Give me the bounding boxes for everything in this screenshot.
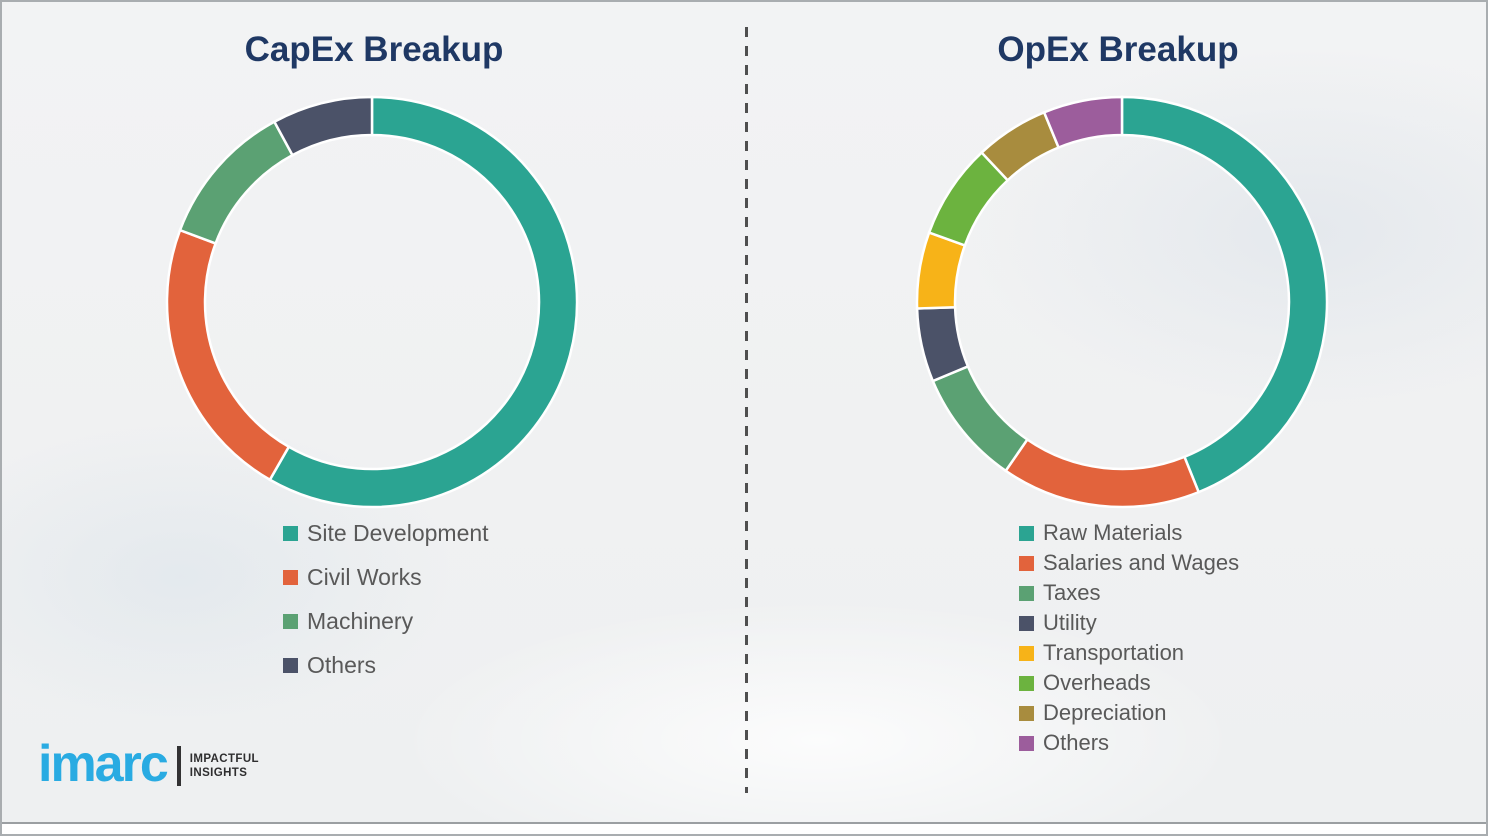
donut-segment-utility <box>915 305 970 383</box>
donut-segment-taxes <box>931 364 1030 473</box>
legend-swatch-icon <box>283 613 298 629</box>
legend-item: Depreciation <box>1019 698 1239 728</box>
legend-item: Overheads <box>1019 668 1239 698</box>
legend-label: Raw Materials <box>1043 520 1183 545</box>
donut-segment-raw-materials <box>1120 95 1329 494</box>
legend-label: Utility <box>1043 610 1097 635</box>
legend-swatch-icon <box>283 569 298 585</box>
legend-label: Others <box>307 651 377 678</box>
opex-donut-chart <box>915 95 1329 509</box>
legend-item: Transportation <box>1019 638 1239 668</box>
legend-item: Raw Materials <box>1019 518 1239 548</box>
legend-swatch-icon <box>1019 555 1034 571</box>
legend-item: Machinery <box>283 599 489 643</box>
donut-segment-salaries-and-wages <box>1003 437 1201 509</box>
opex-legend: Raw Materials Salaries and Wages Taxes Util… <box>1019 518 1239 758</box>
donut-segment-others <box>1042 95 1124 150</box>
legend-item: Taxes <box>1019 578 1239 608</box>
capex-donut-chart <box>165 95 579 509</box>
logo-tagline: IMPACTFUL INSIGHTS <box>190 752 259 781</box>
logo-tagline-line1: IMPACTFUL <box>189 752 259 765</box>
legend-item: Civil Works <box>283 555 489 599</box>
imarc-logo: imarc IMPACTFUL INSIGHTS <box>38 738 259 790</box>
donut-segment-civil-works <box>165 228 291 482</box>
donut-segment-others <box>272 95 374 157</box>
legend-swatch-icon <box>1019 645 1034 661</box>
capex-title: CapEx Breakup <box>244 30 504 69</box>
legend-label: Overheads <box>1043 670 1151 695</box>
legend-label: Salaries and Wages <box>1043 550 1240 575</box>
legend-item: Utility <box>1019 608 1239 638</box>
legend-item: Salaries and Wages <box>1019 548 1239 578</box>
legend-swatch-icon <box>283 525 298 541</box>
logo-separator-bar <box>176 746 181 786</box>
legend-swatch-icon <box>283 657 298 673</box>
legend-label: Machinery <box>307 607 414 634</box>
legend-label: Taxes <box>1043 580 1101 605</box>
legend-swatch-icon <box>1019 735 1034 751</box>
legend-label: Others <box>1043 730 1110 755</box>
capex-panel: CapEx Breakup Site Development Civil Work… <box>2 2 746 824</box>
legend-label: Site Development <box>307 519 489 546</box>
legend-swatch-icon <box>1019 525 1034 541</box>
legend-swatch-icon <box>1019 705 1034 721</box>
donut-segment-machinery <box>178 120 295 246</box>
imarc-logo-wordmark: imarc <box>38 735 169 793</box>
donut-segment-site-development <box>268 95 579 509</box>
legend-item: Others <box>283 643 489 687</box>
capex-legend: Site Development Civil Works Machinery Othe… <box>283 511 489 687</box>
logo-tagline-line2: INSIGHTS <box>189 767 248 779</box>
legend-item: Site Development <box>283 511 489 555</box>
legend-label: Depreciation <box>1043 700 1167 725</box>
opex-panel: OpEx Breakup Raw Materials Salaries and W… <box>746 2 1488 824</box>
legend-swatch-icon <box>1019 675 1034 691</box>
legend-label: Civil Works <box>307 563 422 590</box>
legend-swatch-icon <box>1019 585 1034 601</box>
legend-swatch-icon <box>1019 615 1034 631</box>
legend-item: Others <box>1019 728 1239 758</box>
opex-title: OpEx Breakup <box>997 30 1239 69</box>
dashed-divider <box>745 27 748 793</box>
legend-label: Transportation <box>1043 640 1185 665</box>
